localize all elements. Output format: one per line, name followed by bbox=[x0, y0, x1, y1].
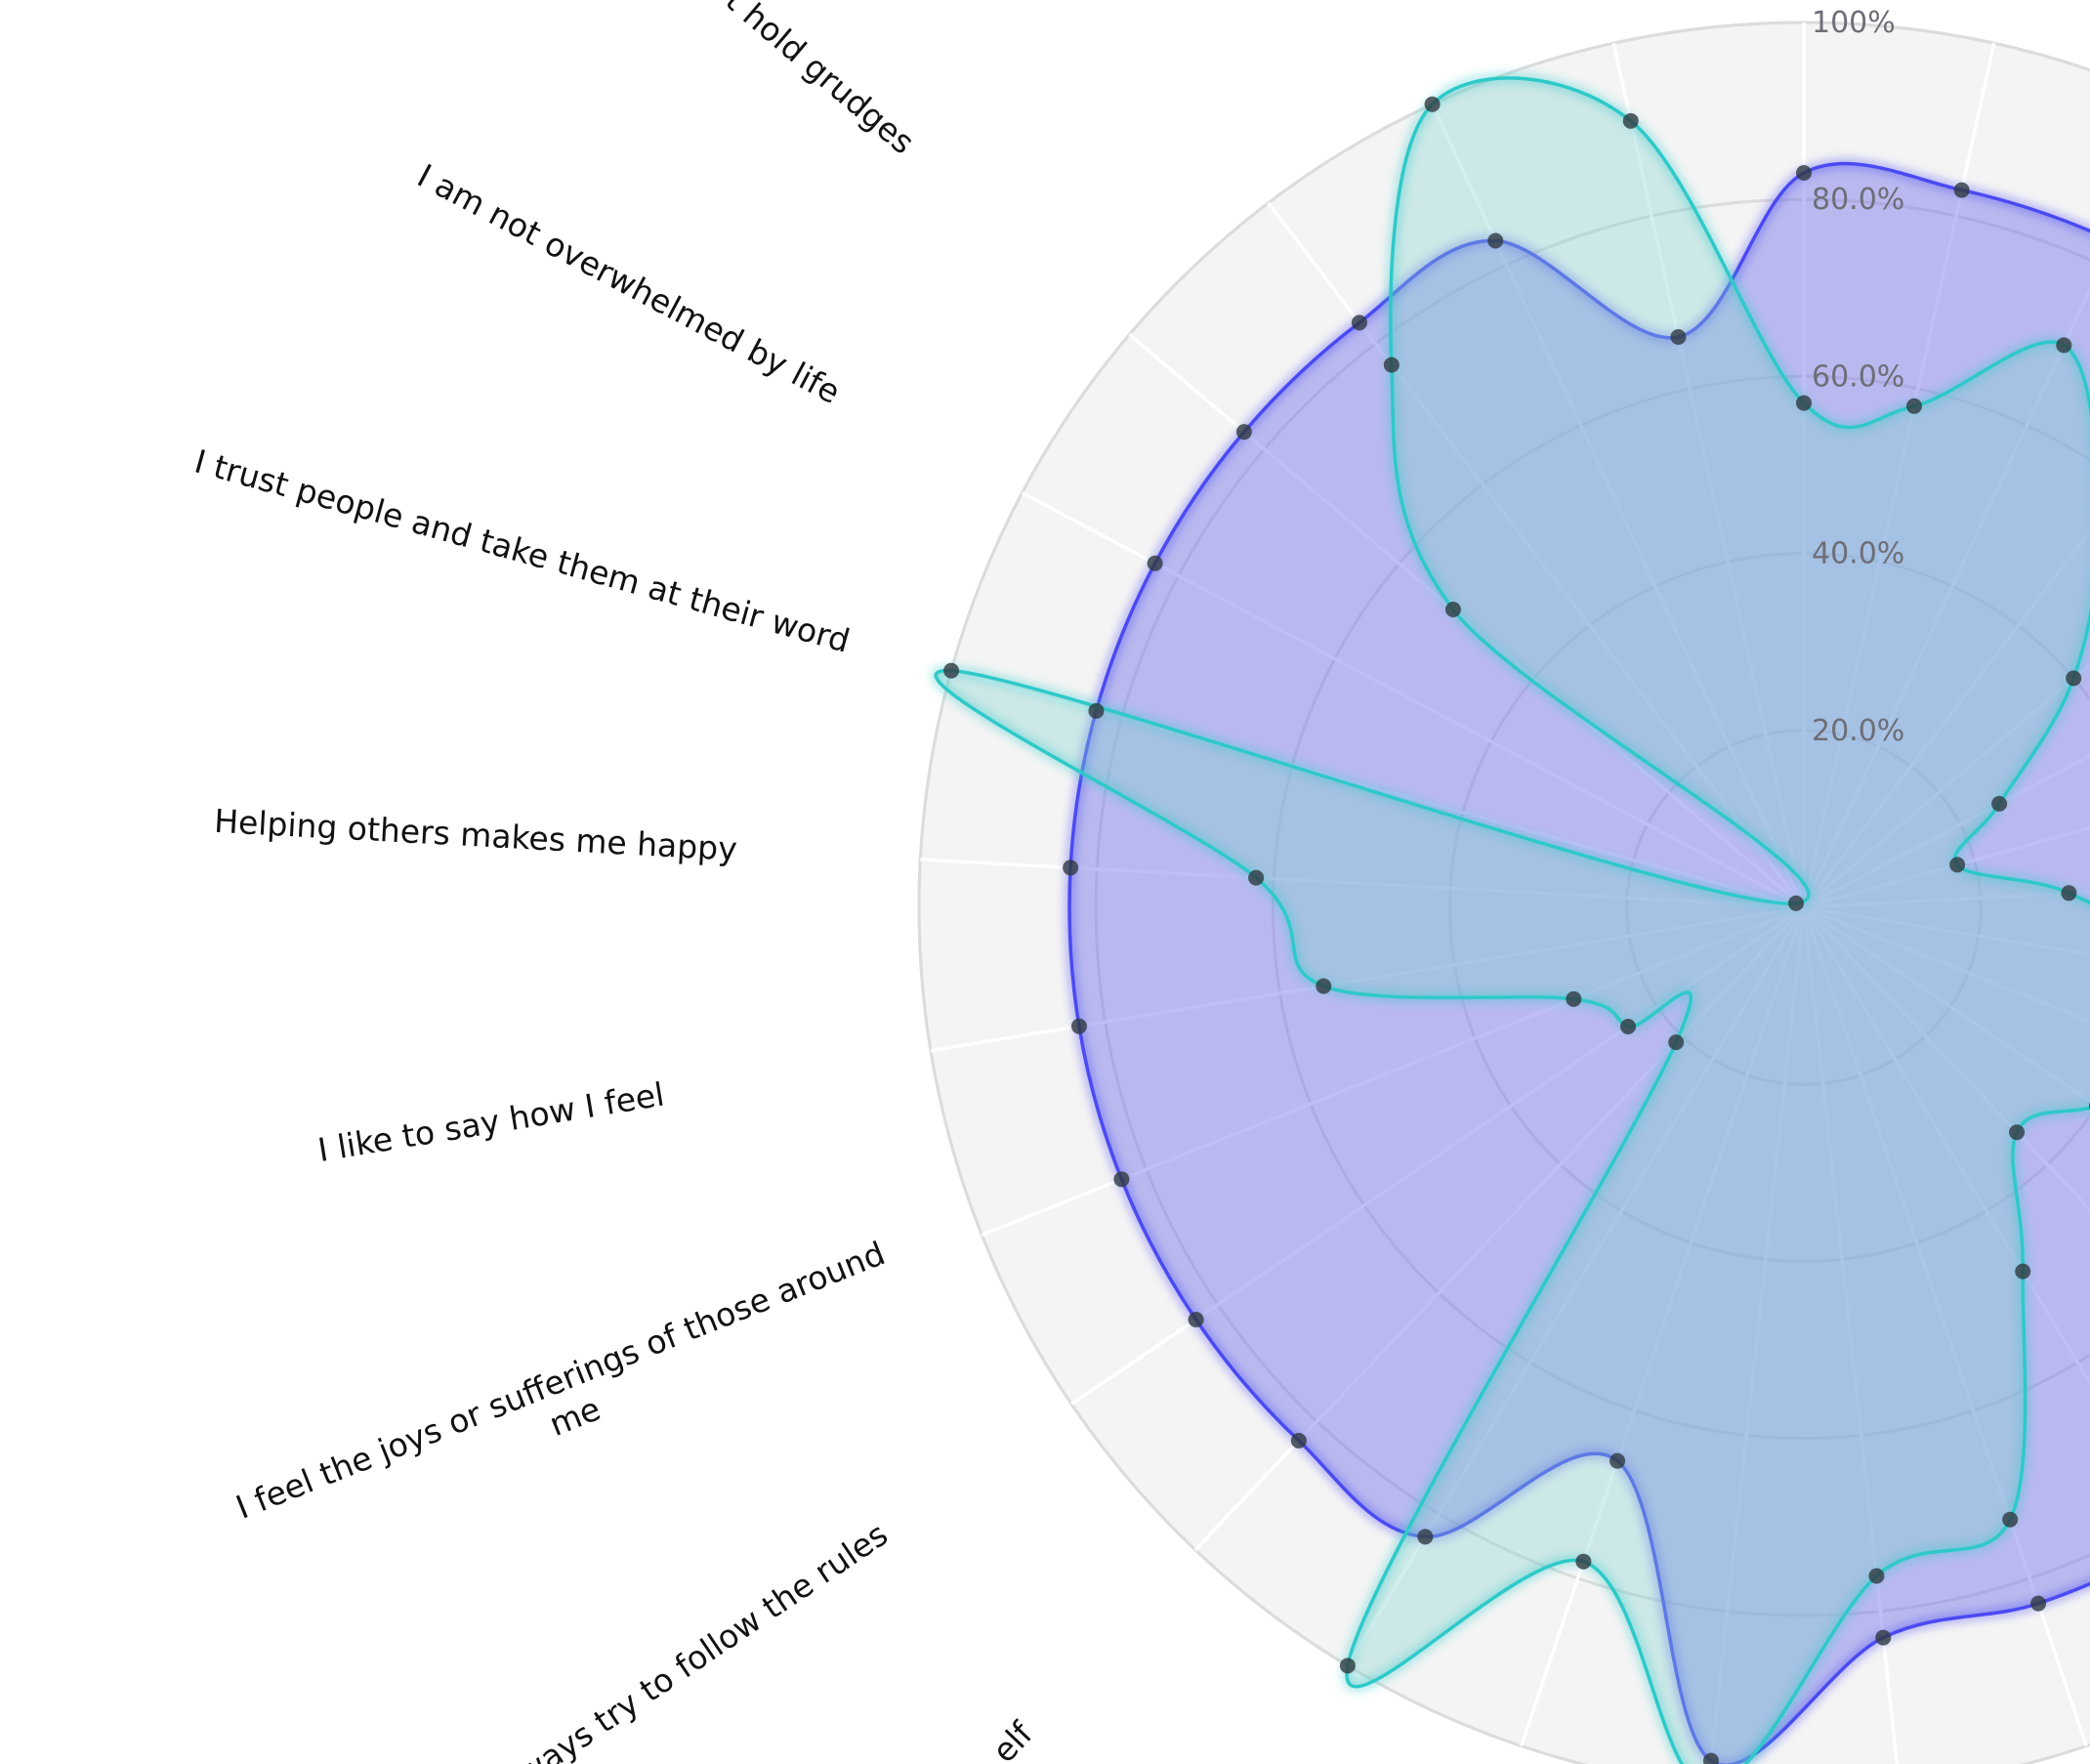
data-point bbox=[1620, 1019, 1637, 1035]
spoke bbox=[1802, 906, 2090, 1387]
radial-tick-label: 20.0% bbox=[1812, 714, 1904, 748]
data-point bbox=[943, 662, 960, 679]
data-point bbox=[1609, 1452, 1626, 1469]
data-point bbox=[1417, 1529, 1434, 1545]
spoke bbox=[1802, 905, 2090, 1212]
data-point bbox=[1444, 602, 1461, 618]
spoke bbox=[1802, 527, 2090, 909]
data-point bbox=[1702, 1752, 1719, 1764]
data-point bbox=[2009, 1124, 2026, 1141]
category-label: I am not overwhelmed by life bbox=[411, 156, 847, 411]
data-point bbox=[1796, 395, 1812, 411]
spoke bbox=[1611, 42, 1806, 908]
radial-tick-label: 100% bbox=[1812, 6, 1896, 40]
category-label: I like to say how I feel bbox=[315, 1075, 667, 1169]
spoke bbox=[1520, 906, 1806, 1747]
data-point bbox=[2002, 1511, 2019, 1528]
category-label: elf bbox=[984, 1714, 1041, 1764]
data-point bbox=[1351, 315, 1367, 331]
data-point bbox=[1248, 869, 1265, 886]
category-label: I trust people and take them at their wo… bbox=[190, 441, 854, 659]
category-label: I feel the joys or sufferings of those a… bbox=[230, 1234, 904, 1563]
category-label-line: I feel the joys or sufferings of those a… bbox=[230, 1234, 890, 1526]
data-point bbox=[1905, 398, 1922, 414]
data-point bbox=[2015, 1263, 2031, 1280]
data-point bbox=[1063, 860, 1079, 876]
data-point bbox=[1188, 1312, 1204, 1328]
category-label: ways try to follow the rules bbox=[511, 1515, 895, 1764]
data-point bbox=[1113, 1171, 1130, 1188]
radial-tick-label: 60.0% bbox=[1812, 359, 1904, 394]
data-point bbox=[2061, 885, 2077, 902]
category-label: Helping others makes me happy bbox=[213, 802, 737, 868]
data-point bbox=[1575, 1553, 1592, 1570]
data-point bbox=[1147, 555, 1163, 571]
data-point bbox=[2056, 337, 2072, 354]
data-point bbox=[1070, 1018, 1087, 1034]
data-point bbox=[1668, 1034, 1685, 1051]
data-point bbox=[1787, 895, 1804, 911]
radial-tick-label: 80.0% bbox=[1812, 183, 1904, 217]
data-point bbox=[1316, 978, 1332, 994]
data-point bbox=[1487, 232, 1504, 249]
spoke bbox=[1803, 825, 2090, 909]
data-point bbox=[1953, 182, 1970, 198]
data-point bbox=[1235, 424, 1252, 441]
data-point bbox=[1383, 357, 1400, 373]
series-area bbox=[1069, 163, 2090, 1764]
spoke bbox=[1802, 284, 2090, 908]
spoke bbox=[1802, 661, 2090, 909]
data-point bbox=[2030, 1595, 2047, 1612]
spoke bbox=[1708, 906, 1806, 1764]
series-area bbox=[936, 77, 2090, 1764]
data-point bbox=[1796, 165, 1812, 182]
data-point bbox=[1622, 112, 1639, 129]
spoke bbox=[1803, 905, 2090, 956]
data-point bbox=[1670, 329, 1687, 346]
data-point bbox=[1088, 702, 1105, 719]
data-point bbox=[1868, 1568, 1885, 1584]
data-point bbox=[2066, 670, 2082, 687]
spoke bbox=[1803, 753, 2090, 909]
data-point bbox=[1991, 795, 2008, 812]
data-point bbox=[1339, 1658, 1356, 1674]
category-label: t hold grudges bbox=[719, 0, 922, 161]
data-point bbox=[1875, 1629, 1892, 1646]
spoke bbox=[1803, 905, 2090, 1104]
data-point bbox=[1290, 1432, 1307, 1449]
data-point bbox=[1949, 857, 1966, 873]
data-point bbox=[1566, 990, 1582, 1007]
spoke bbox=[1803, 890, 2090, 909]
radial-tick-label: 40.0% bbox=[1812, 537, 1904, 571]
spoke bbox=[1803, 905, 2090, 1024]
data-point bbox=[1424, 96, 1441, 112]
